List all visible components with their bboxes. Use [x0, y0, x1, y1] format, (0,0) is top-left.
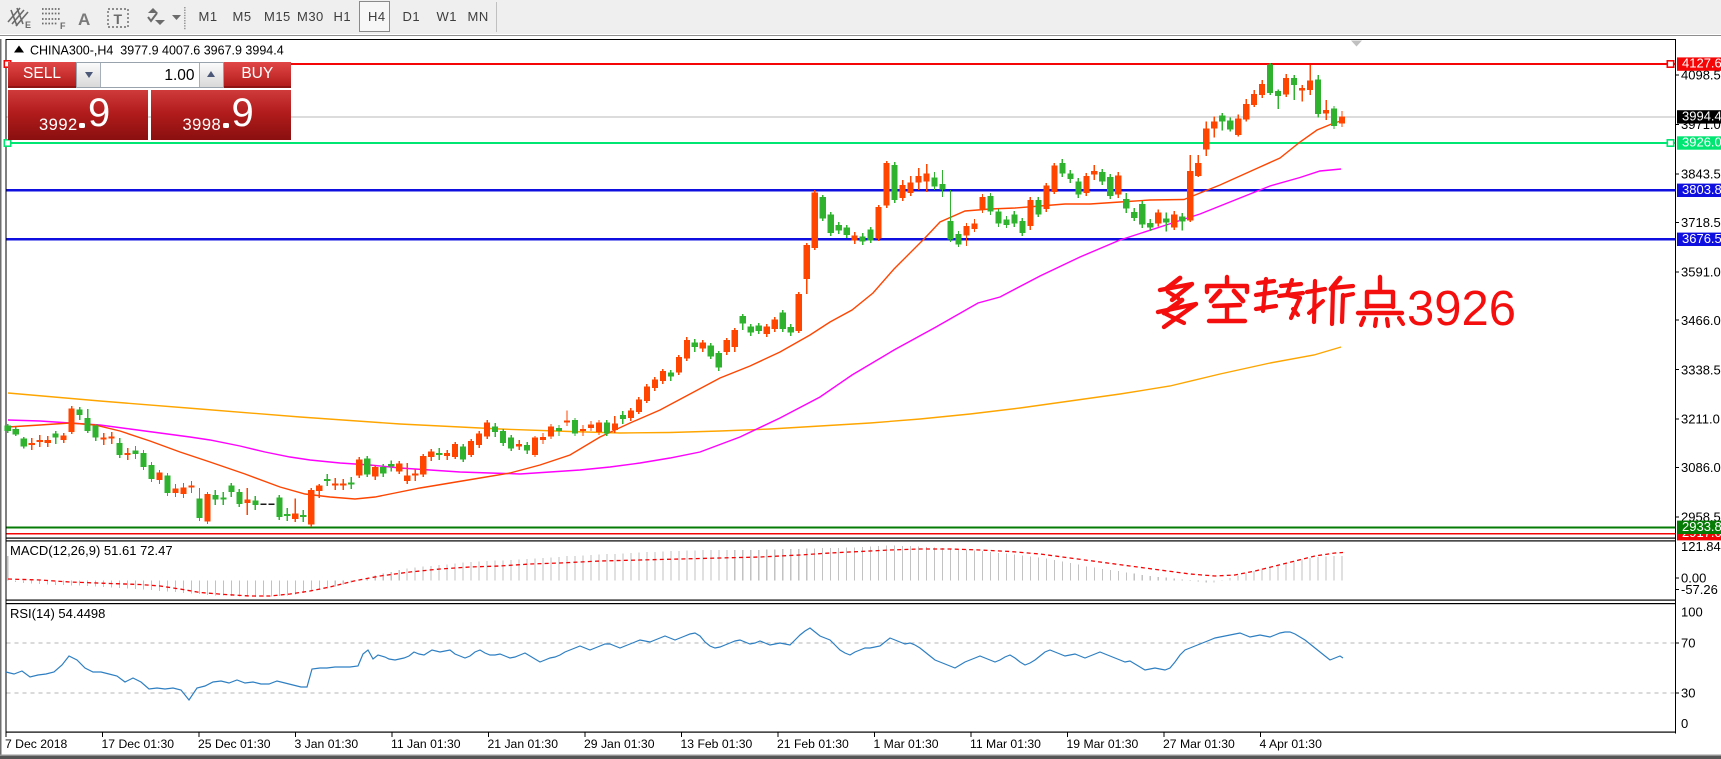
- svg-text:T: T: [114, 11, 123, 27]
- svg-text:0.00: 0.00: [1681, 571, 1706, 586]
- svg-text:29 Jan 01:30: 29 Jan 01:30: [584, 737, 655, 751]
- svg-text:3926.0: 3926.0: [1682, 135, 1721, 150]
- svg-text:25 Dec 01:30: 25 Dec 01:30: [198, 737, 271, 751]
- svg-text:11 Mar 01:30: 11 Mar 01:30: [970, 737, 1041, 751]
- svg-text:3718.5: 3718.5: [1681, 215, 1721, 230]
- svg-text:100: 100: [1681, 605, 1703, 620]
- svg-text:19 Mar 01:30: 19 Mar 01:30: [1067, 737, 1139, 751]
- svg-text:7 Dec 2018: 7 Dec 2018: [5, 737, 68, 751]
- svg-text:21 Jan 01:30: 21 Jan 01:30: [488, 737, 559, 751]
- svg-text:4098.5: 4098.5: [1681, 68, 1721, 83]
- svg-text:1 Mar 01:30: 1 Mar 01:30: [874, 737, 939, 751]
- svg-text:27 Mar 01:30: 27 Mar 01:30: [1163, 737, 1235, 751]
- svg-text:3 Jan 01:30: 3 Jan 01:30: [295, 737, 359, 751]
- svg-text:3676.5: 3676.5: [1682, 231, 1721, 246]
- svg-text:3338.5: 3338.5: [1681, 362, 1721, 377]
- svg-text:30: 30: [1681, 686, 1695, 701]
- svg-text:3591.0: 3591.0: [1681, 264, 1721, 279]
- svg-text:13 Feb 01:30: 13 Feb 01:30: [681, 737, 753, 751]
- svg-text:121.84: 121.84: [1681, 539, 1721, 554]
- svg-text:11 Jan 01:30: 11 Jan 01:30: [391, 737, 461, 751]
- svg-text:3926: 3926: [1407, 282, 1516, 336]
- svg-text:4 Apr 01:30: 4 Apr 01:30: [1260, 737, 1323, 751]
- svg-text:CHINA300-,H4 3977.9 4007.6 39: CHINA300-,H4 3977.9 4007.6 3967.9 3994.4: [30, 44, 284, 58]
- svg-text:4127.6: 4127.6: [1682, 56, 1721, 71]
- svg-text:E: E: [25, 20, 31, 30]
- svg-text:F: F: [60, 21, 66, 31]
- svg-text:RSI(14) 54.4498: RSI(14) 54.4498: [10, 606, 105, 621]
- svg-text:2933.8: 2933.8: [1682, 519, 1721, 534]
- svg-text:A: A: [78, 10, 90, 29]
- svg-text:0: 0: [1681, 716, 1688, 731]
- svg-text:3994.4: 3994.4: [1682, 108, 1721, 123]
- svg-text:3086.0: 3086.0: [1681, 460, 1721, 475]
- svg-text:3211.0: 3211.0: [1681, 412, 1720, 427]
- svg-text:21 Feb 01:30: 21 Feb 01:30: [777, 737, 849, 751]
- svg-text:17 Dec 01:30: 17 Dec 01:30: [102, 737, 175, 751]
- svg-text:3843.5: 3843.5: [1681, 167, 1721, 182]
- svg-text:-57.26: -57.26: [1681, 582, 1718, 597]
- svg-text:3466.0: 3466.0: [1681, 313, 1721, 328]
- svg-text:MACD(12,26,9) 51.61 72.47: MACD(12,26,9) 51.61 72.47: [10, 543, 173, 558]
- svg-text:70: 70: [1681, 636, 1695, 651]
- svg-text:3803.8: 3803.8: [1682, 182, 1721, 197]
